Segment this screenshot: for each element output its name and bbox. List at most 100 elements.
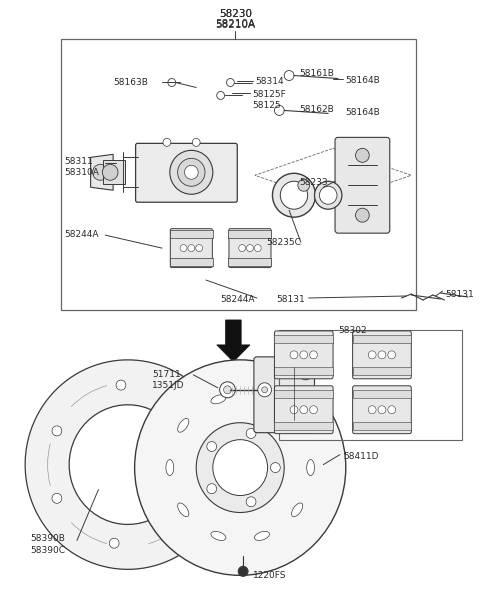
Circle shape — [258, 383, 272, 397]
Circle shape — [163, 138, 171, 146]
Circle shape — [290, 351, 298, 359]
Ellipse shape — [211, 532, 226, 541]
FancyBboxPatch shape — [275, 386, 333, 434]
Text: 58235C: 58235C — [266, 238, 301, 247]
Circle shape — [368, 406, 376, 414]
Bar — [170, 230, 213, 238]
Circle shape — [213, 440, 267, 495]
Text: 58210A: 58210A — [215, 18, 255, 29]
Circle shape — [184, 165, 198, 179]
Circle shape — [52, 426, 62, 436]
Circle shape — [298, 179, 310, 191]
Ellipse shape — [254, 395, 269, 404]
Circle shape — [217, 91, 225, 99]
Ellipse shape — [254, 532, 269, 541]
Circle shape — [300, 406, 308, 414]
Circle shape — [227, 78, 234, 87]
Circle shape — [116, 380, 126, 390]
Circle shape — [196, 423, 284, 513]
Circle shape — [247, 245, 253, 252]
Bar — [170, 258, 213, 266]
Bar — [275, 335, 333, 343]
Circle shape — [170, 150, 213, 194]
Ellipse shape — [178, 419, 189, 432]
Bar — [275, 390, 333, 398]
Bar — [228, 230, 272, 238]
Circle shape — [254, 245, 261, 252]
FancyBboxPatch shape — [254, 357, 314, 432]
Text: 58125: 58125 — [252, 102, 280, 110]
Circle shape — [273, 173, 315, 217]
Circle shape — [168, 78, 176, 87]
Bar — [275, 422, 333, 429]
Text: 58131: 58131 — [445, 290, 474, 299]
Bar — [275, 367, 333, 375]
Circle shape — [299, 406, 312, 420]
Bar — [61, 39, 416, 310]
Ellipse shape — [211, 395, 226, 404]
Circle shape — [378, 351, 386, 359]
Text: 58233: 58233 — [299, 178, 327, 187]
Ellipse shape — [291, 503, 303, 517]
Text: 58163B: 58163B — [113, 77, 148, 87]
Circle shape — [299, 366, 312, 380]
FancyBboxPatch shape — [335, 137, 390, 233]
FancyBboxPatch shape — [229, 229, 271, 267]
Text: 58125F: 58125F — [252, 90, 286, 99]
Circle shape — [271, 463, 280, 473]
Circle shape — [134, 360, 346, 576]
Circle shape — [310, 351, 317, 359]
Text: 58411D: 58411D — [343, 451, 378, 460]
Circle shape — [280, 181, 308, 209]
Text: 58230: 58230 — [219, 9, 252, 18]
Circle shape — [388, 351, 396, 359]
Circle shape — [388, 406, 396, 414]
Circle shape — [188, 245, 195, 252]
Text: 58311: 58311 — [64, 157, 93, 166]
Circle shape — [368, 351, 376, 359]
Circle shape — [378, 406, 386, 414]
Circle shape — [356, 148, 369, 162]
Circle shape — [310, 406, 317, 414]
Circle shape — [196, 245, 203, 252]
Circle shape — [109, 538, 119, 548]
Text: 1220FS: 1220FS — [253, 571, 287, 580]
Circle shape — [102, 165, 118, 180]
Circle shape — [180, 245, 187, 252]
Ellipse shape — [291, 419, 303, 432]
Text: 58164B: 58164B — [345, 109, 380, 118]
Text: 58131: 58131 — [276, 295, 305, 304]
Ellipse shape — [307, 460, 314, 476]
Text: 58210A: 58210A — [215, 20, 255, 30]
Text: 58164B: 58164B — [345, 75, 380, 84]
Text: 58162B: 58162B — [299, 106, 334, 115]
Circle shape — [207, 441, 216, 451]
Text: 58310A: 58310A — [64, 168, 99, 177]
Polygon shape — [25, 360, 224, 569]
Circle shape — [246, 428, 256, 438]
Text: 58161B: 58161B — [299, 68, 334, 78]
Text: 58390B: 58390B — [30, 535, 65, 544]
Bar — [353, 335, 411, 343]
Circle shape — [52, 494, 62, 503]
Circle shape — [207, 484, 216, 494]
Text: 1351JD: 1351JD — [152, 381, 185, 390]
FancyBboxPatch shape — [135, 143, 237, 202]
FancyBboxPatch shape — [353, 331, 411, 379]
Circle shape — [246, 497, 256, 507]
Circle shape — [290, 406, 298, 414]
Bar — [353, 422, 411, 429]
Ellipse shape — [166, 460, 174, 476]
Circle shape — [356, 208, 369, 222]
Circle shape — [173, 521, 183, 530]
Text: 58230: 58230 — [219, 9, 252, 18]
Circle shape — [173, 399, 183, 409]
Circle shape — [314, 181, 342, 209]
Bar — [279, 330, 462, 440]
Circle shape — [300, 351, 308, 359]
FancyBboxPatch shape — [170, 229, 212, 267]
Bar — [353, 390, 411, 398]
Text: 58244A: 58244A — [64, 230, 99, 239]
Circle shape — [284, 71, 294, 81]
Circle shape — [238, 566, 248, 576]
